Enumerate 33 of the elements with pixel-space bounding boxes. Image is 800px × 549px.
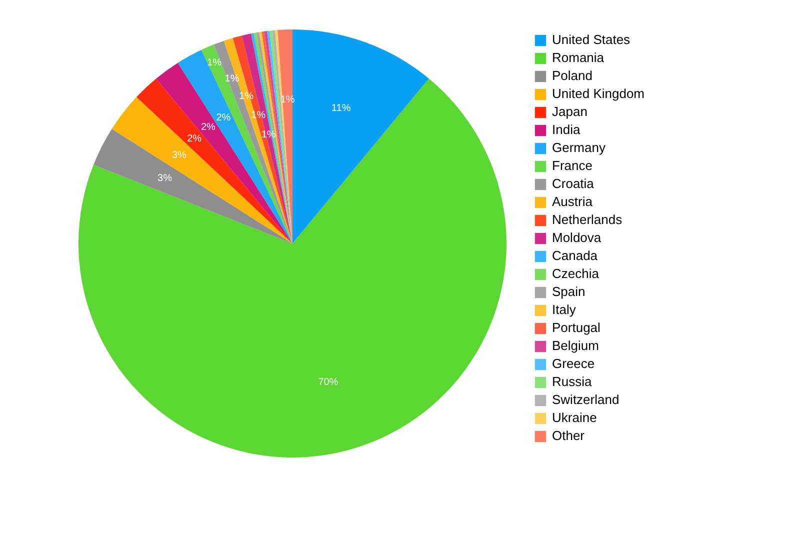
data-label: 2%	[200, 122, 216, 134]
data-label: 70%	[318, 376, 338, 388]
legend-label: Greece	[552, 356, 595, 371]
legend-label: Other	[552, 428, 585, 443]
legend-label: United States	[552, 32, 630, 47]
legend-label: France	[552, 158, 592, 173]
legend-label: Netherlands	[552, 212, 622, 227]
legend-label: Croatia	[552, 176, 594, 191]
legend-label: Belgium	[552, 338, 599, 353]
legend-label: United Kingdom	[552, 86, 644, 101]
legend-label: Portugal	[552, 320, 600, 335]
data-label: 1%	[251, 110, 266, 121]
legend-label: Switzerland	[552, 392, 620, 407]
data-label: 2%	[187, 133, 202, 144]
legend-label: Russia	[552, 374, 592, 389]
legend-label: Romania	[552, 50, 604, 65]
data-label: 2%	[216, 112, 231, 124]
legend-label: Japan	[552, 104, 588, 119]
legend-label: Ukraine	[552, 410, 597, 425]
data-label: 1%	[239, 91, 254, 102]
legend-label: Germany	[552, 140, 606, 155]
legend-label: Czechia	[552, 266, 599, 281]
legend-label: India	[552, 122, 580, 137]
data-label: 3%	[158, 172, 172, 184]
legend-label: Spain	[552, 284, 586, 299]
legend-label: Austria	[552, 194, 592, 209]
data-label: 1%	[207, 57, 222, 68]
legend-label: Canada	[552, 248, 598, 263]
legend-label: Moldova	[552, 230, 602, 245]
legend-label: Italy	[552, 302, 576, 317]
data-label: 3%	[172, 150, 187, 162]
data-label: 11%	[331, 103, 351, 114]
legend-label: Poland	[552, 68, 592, 83]
